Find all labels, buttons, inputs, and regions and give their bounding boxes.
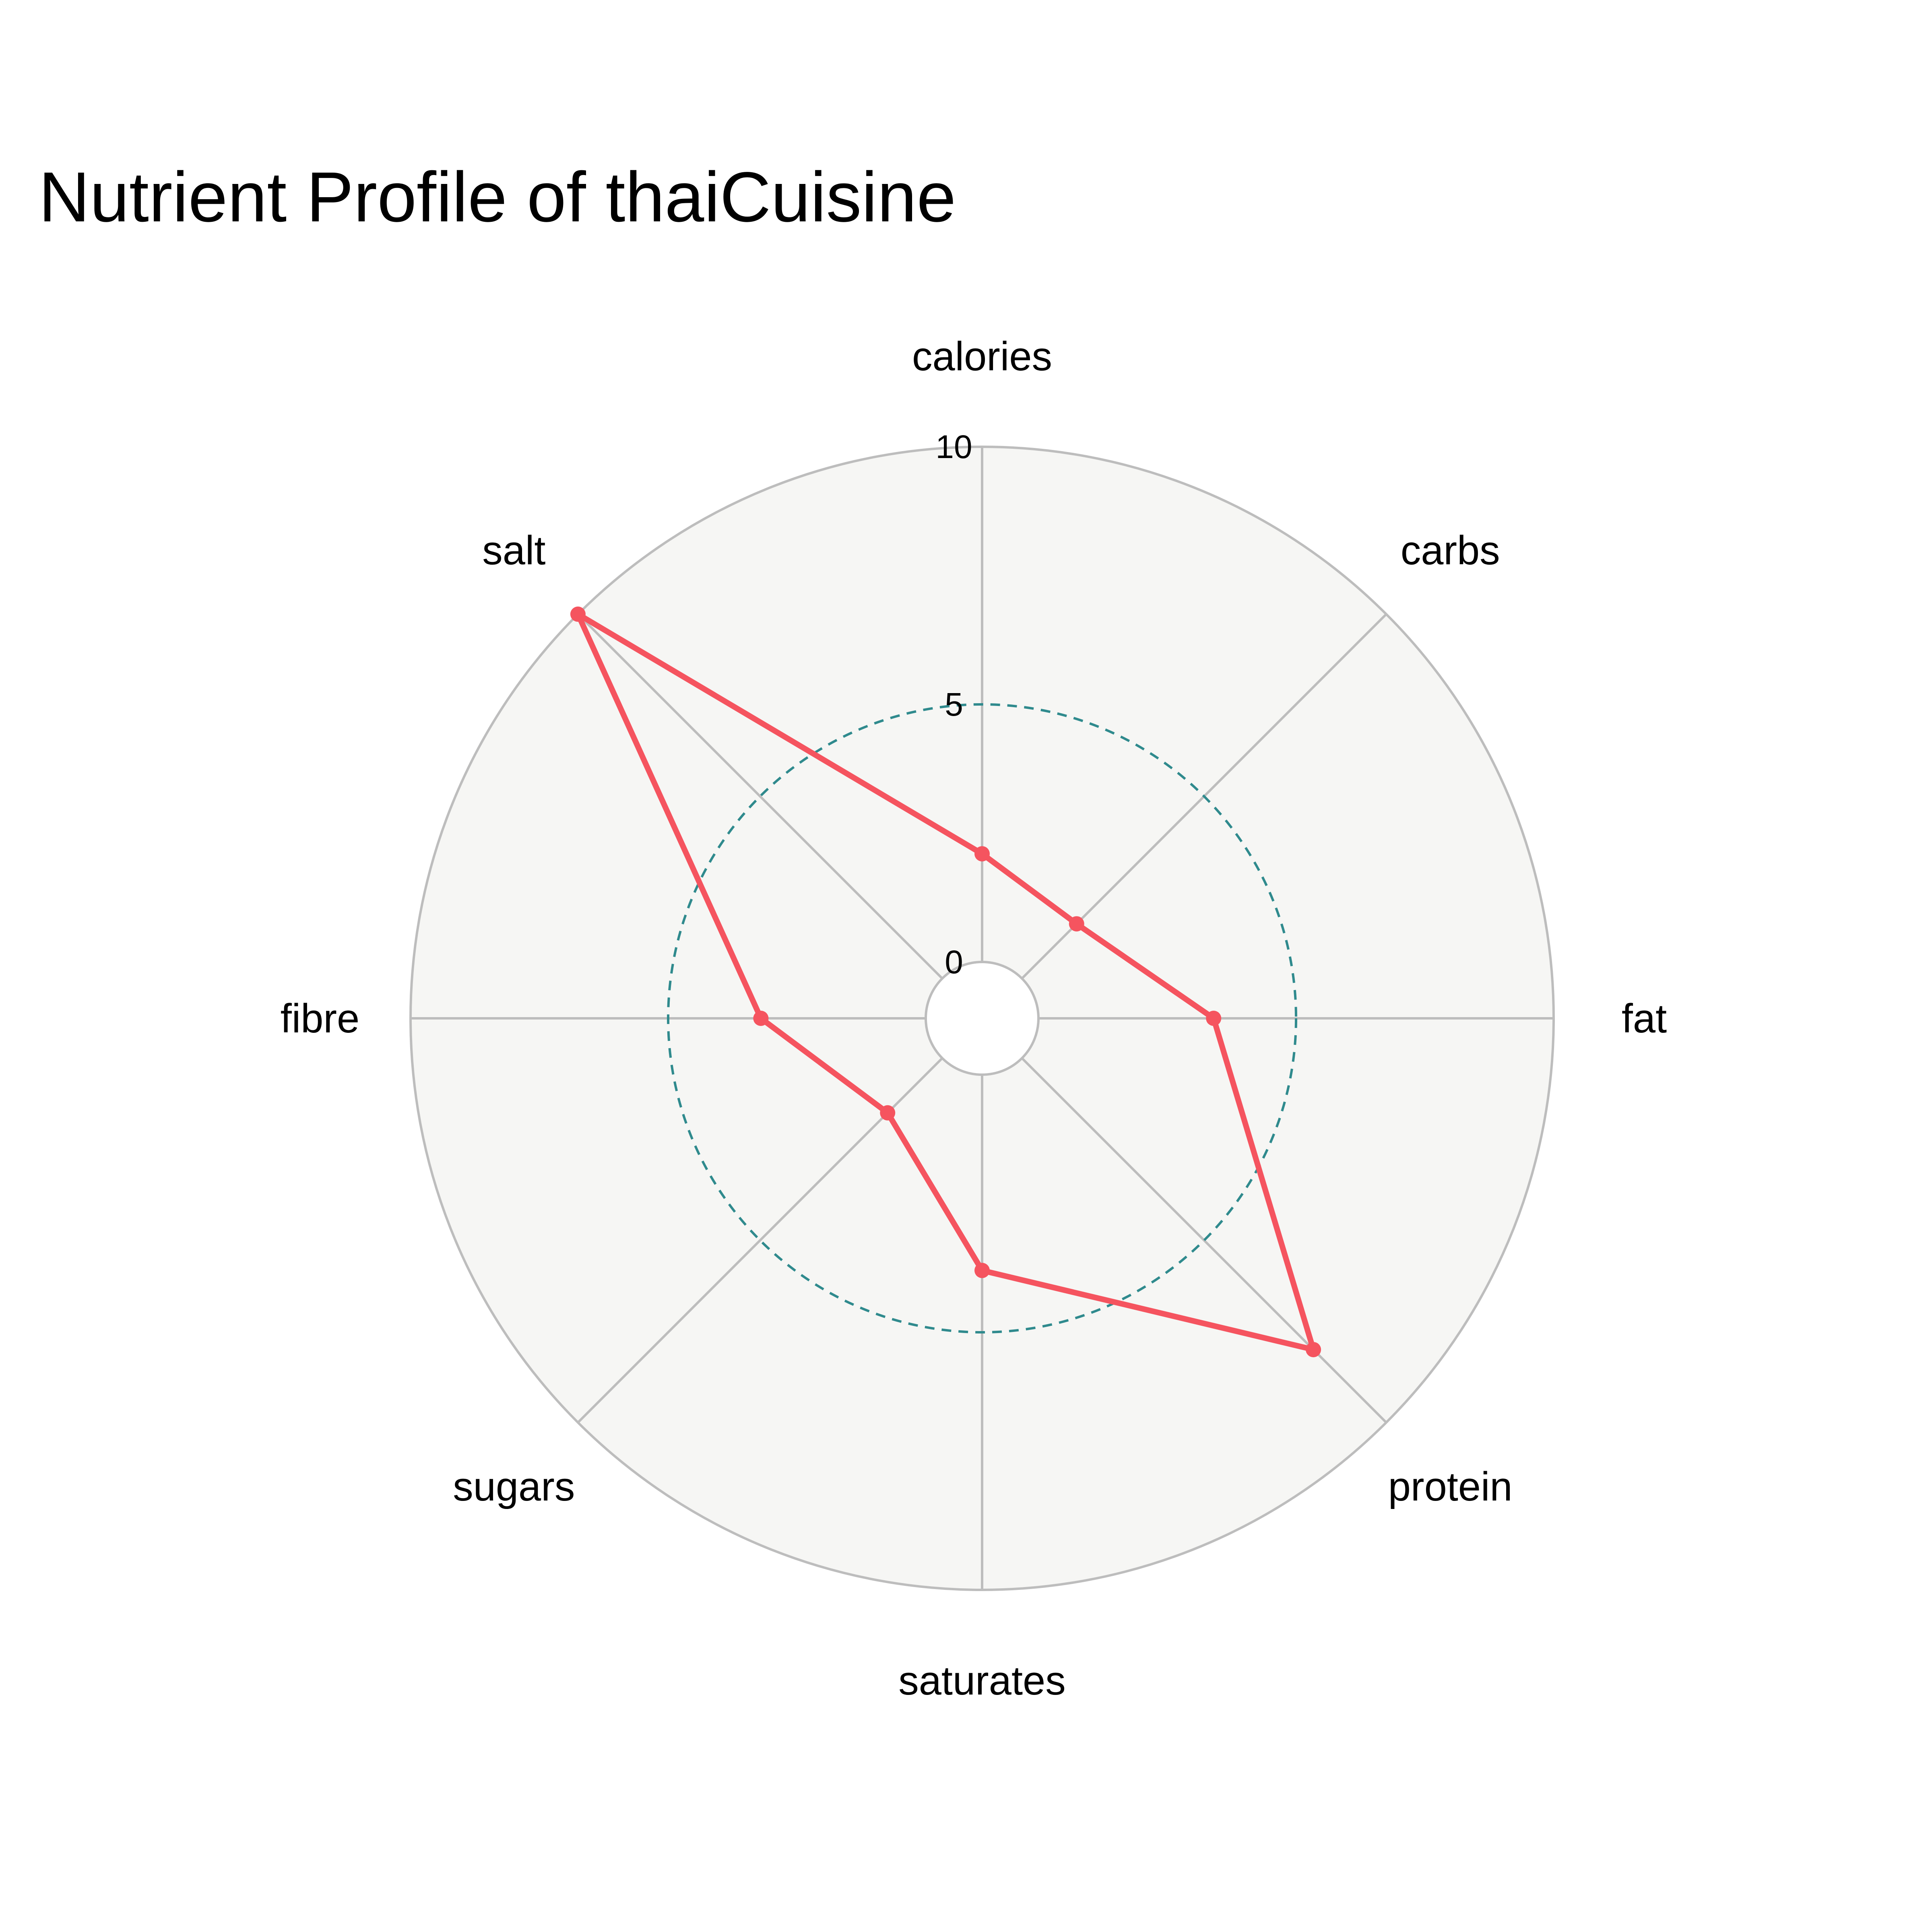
axis-label-salt: salt — [482, 528, 545, 573]
axis-label-carbs: carbs — [1401, 528, 1500, 573]
axis-label-fat: fat — [1622, 996, 1667, 1041]
data-point-carbs — [1069, 916, 1084, 932]
data-point-salt — [570, 606, 586, 622]
data-point-saturates — [974, 1263, 990, 1278]
plot-area: 0 5 10 calories carbs fat protein saturates suga… — [281, 334, 1667, 1703]
chart-title: Nutrient Profile of thaiCuisine — [39, 158, 956, 237]
spoke-salt — [577, 613, 943, 980]
axis-label-saturates: saturates — [898, 1658, 1065, 1703]
axis-label-sugars: sugars — [453, 1464, 575, 1509]
data-point-calories — [974, 846, 990, 862]
data-point-sugars — [880, 1105, 896, 1121]
outer-ring — [409, 446, 1555, 1591]
radial-tick-label-5: 5 — [945, 686, 963, 723]
axis-label-calories: calories — [912, 334, 1052, 379]
inner-ring — [925, 961, 1040, 1076]
axis-label-fibre: fibre — [281, 996, 359, 1041]
spoke-protein — [1021, 1057, 1387, 1424]
data-point-fibre — [753, 1011, 769, 1026]
radial-tick-label-10: 10 — [935, 429, 972, 465]
radial-tick-label-0: 0 — [945, 944, 963, 980]
axis-label-protein: protein — [1388, 1464, 1513, 1509]
spoke-sugars — [577, 1057, 943, 1424]
data-point-protein — [1306, 1342, 1321, 1358]
data-point-fat — [1206, 1011, 1222, 1026]
grid-ring-5 — [667, 703, 1297, 1333]
